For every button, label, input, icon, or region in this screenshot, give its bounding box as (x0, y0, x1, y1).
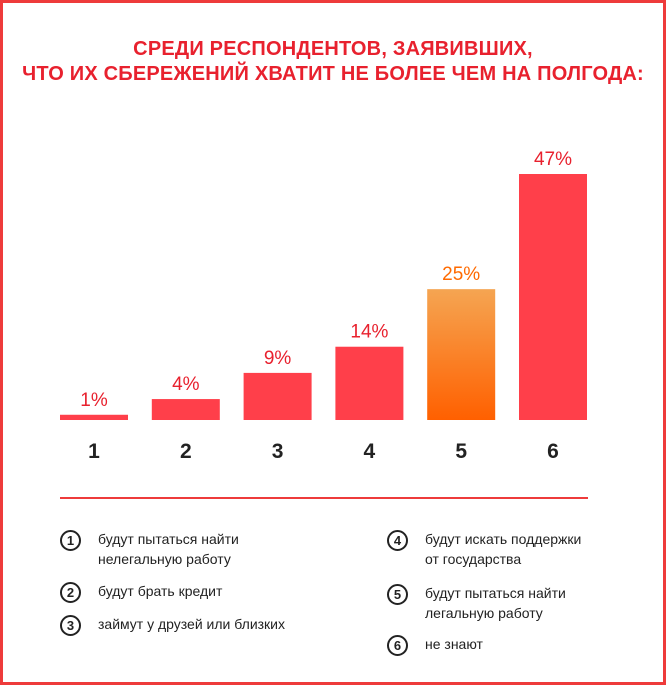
legend-number-3: 3 (60, 615, 81, 636)
bar-5 (427, 289, 496, 420)
legend-text-1: будут пытаться найти нелегальную работу (98, 531, 239, 567)
legend-text-3: займут у друзей или близких (98, 616, 285, 632)
bar-3 (243, 372, 312, 420)
legend-item-6: 6 не знают (387, 635, 483, 656)
category-label-3: 3 (272, 440, 284, 463)
legend-number-4: 4 (387, 530, 408, 551)
chart-title-line-1: СРЕДИ РЕСПОНДЕНТОВ, ЗАЯВИВШИХ, (133, 38, 533, 60)
bar-4 (335, 346, 404, 420)
bar-6 (519, 174, 587, 420)
category-label-2: 2 (180, 440, 192, 463)
bar-chart: 1%14%29%314%425%547%6 (60, 149, 587, 463)
legend-number-5: 5 (387, 584, 408, 605)
category-label-4: 4 (364, 440, 376, 463)
legend-text-5: будут пытаться найти легальную работу (425, 585, 566, 621)
legend-item-3: 3 займут у друзей или близких (60, 615, 285, 636)
legend-number-2: 2 (60, 582, 81, 603)
legend-number-1: 1 (60, 530, 81, 551)
chart-title-line-2: ЧТО ИХ СБЕРЕЖЕНИЙ ХВАТИТ НЕ БОЛЕЕ ЧЕМ НА… (22, 63, 644, 85)
value-label-6: 47% (534, 149, 572, 170)
legend-item-1: 1 будут пытаться найти нелегальную работ… (60, 530, 239, 569)
value-label-1: 1% (80, 390, 108, 411)
divider-line (60, 497, 588, 499)
value-label-2: 4% (172, 374, 200, 395)
category-label-6: 6 (547, 440, 559, 463)
value-label-4: 14% (350, 322, 388, 343)
legend-text-2: будут брать кредит (98, 583, 223, 599)
bar-1 (60, 414, 128, 420)
legend-number-6: 6 (387, 635, 408, 656)
category-label-5: 5 (455, 440, 467, 463)
legend-item-2: 2 будут брать кредит (60, 582, 222, 603)
legend-item-5: 5 будут пытаться найти легальную работу (387, 584, 566, 623)
value-label-5: 25% (442, 264, 480, 285)
legend-item-4: 4 будут искать поддержки от государства (387, 530, 581, 569)
legend-text-6: не знают (425, 636, 483, 652)
value-label-3: 9% (264, 348, 292, 369)
legend-text-4: будут искать поддержки от государства (425, 531, 582, 567)
bar-2 (151, 399, 220, 420)
category-label-1: 1 (88, 440, 100, 463)
